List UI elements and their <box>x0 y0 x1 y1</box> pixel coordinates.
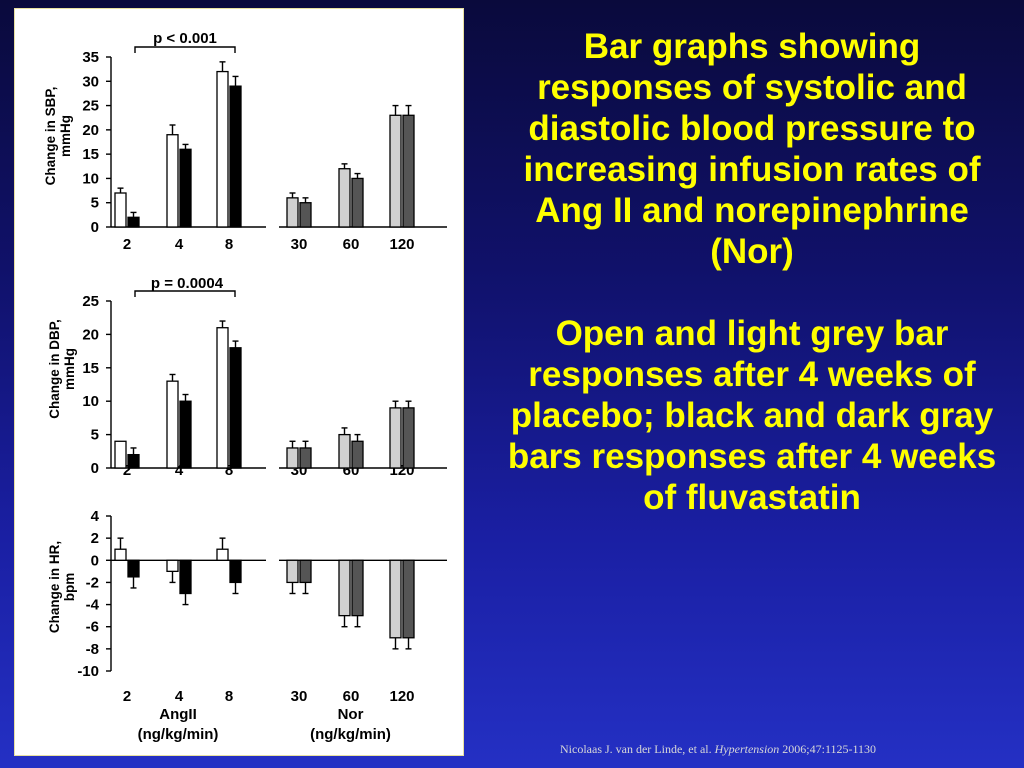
bar <box>338 168 351 228</box>
y-tick-label: 15 <box>82 360 99 377</box>
x-axis-subtitle: (ng/kg/min) <box>310 726 391 743</box>
y-tick-label: 5 <box>91 427 99 444</box>
y-tick-label: 4 <box>91 508 100 525</box>
bar <box>286 447 299 469</box>
y-tick-label: 35 <box>82 49 99 66</box>
x-axis-title: Nor <box>338 706 364 723</box>
citation: Nicolaas J. van der Linde, et al. Hypert… <box>560 742 1020 757</box>
x-tick-label: 2 <box>123 236 131 253</box>
bar <box>351 177 364 228</box>
x-tick-label: 30 <box>291 688 308 705</box>
caption-paragraph-1: Bar graphs showing responses of systolic… <box>523 27 981 271</box>
significance-label: p = 0.0004 <box>151 275 224 292</box>
bar <box>166 134 179 228</box>
bar <box>286 197 299 228</box>
x-tick-label: 60 <box>343 236 360 253</box>
bar <box>166 559 179 573</box>
x-axis-subtitle: (ng/kg/min) <box>138 726 219 743</box>
y-tick-label: 0 <box>91 219 99 236</box>
bar <box>114 192 127 228</box>
bar <box>402 559 415 639</box>
citation-authors: Nicolaas J. van der Linde, et al. <box>560 742 712 756</box>
x-tick-label: 4 <box>175 688 184 705</box>
bar <box>389 559 402 639</box>
bar <box>389 114 402 228</box>
x-tick-label: 120 <box>389 688 414 705</box>
x-axis-title: AngII <box>159 706 197 723</box>
bar <box>338 433 351 469</box>
bar <box>402 114 415 228</box>
x-tick-label: 60 <box>343 688 360 705</box>
caption-paragraph-2: Open and light grey bar responses after … <box>507 314 997 517</box>
significance-bracket <box>134 290 236 297</box>
bar <box>299 202 312 228</box>
bar <box>179 400 192 469</box>
y-tick-label: 30 <box>82 73 99 90</box>
caption: Bar graphs showing responses of systolic… <box>492 26 1012 518</box>
y-tick-label: 2 <box>91 530 99 547</box>
bar <box>127 216 140 228</box>
bar <box>351 440 364 469</box>
x-tick-label: 8 <box>225 236 233 253</box>
x-tick-label: 2 <box>123 688 131 705</box>
y-tick-label: -8 <box>86 641 99 658</box>
significance-label: p < 0.001 <box>153 30 217 47</box>
bar <box>299 447 312 469</box>
bar <box>389 407 402 469</box>
y-tick-label: 25 <box>82 293 99 310</box>
bar <box>114 440 127 469</box>
bar <box>286 559 299 584</box>
bar <box>229 85 242 228</box>
bar <box>229 347 242 469</box>
bar <box>402 407 415 469</box>
bar <box>166 380 179 469</box>
y-tick-label: 10 <box>82 170 99 187</box>
bar <box>127 559 140 578</box>
bar <box>216 327 229 469</box>
x-tick-label: 4 <box>175 462 184 479</box>
y-axis-title: Change in DBP,mmHg <box>47 319 77 419</box>
y-tick-label: 15 <box>82 146 99 163</box>
y-tick-label: 20 <box>82 326 99 343</box>
y-tick-label: -4 <box>86 597 100 614</box>
y-tick-label: -10 <box>77 663 99 680</box>
y-tick-label: 25 <box>82 98 99 115</box>
y-tick-label: 10 <box>82 393 99 410</box>
citation-ref: 2006;47:1125-1130 <box>782 742 877 756</box>
significance-bracket <box>134 46 236 53</box>
bar <box>299 559 312 584</box>
bar <box>114 548 127 561</box>
y-tick-label: 0 <box>91 552 99 569</box>
x-tick-label: 2 <box>123 462 131 479</box>
y-tick-label: 5 <box>91 195 99 212</box>
bar <box>216 70 229 228</box>
y-tick-label: 0 <box>91 460 99 477</box>
bar <box>127 453 140 469</box>
y-axis-title: Change in SBP,mmHg <box>43 87 73 186</box>
x-tick-label: 30 <box>291 236 308 253</box>
x-tick-label: 120 <box>389 236 414 253</box>
bar <box>229 559 242 584</box>
y-axis-title: Change in HR,bpm <box>47 541 77 633</box>
x-tick-label: 8 <box>225 688 233 705</box>
bar <box>216 548 229 561</box>
bar <box>338 559 351 617</box>
bar <box>351 559 364 617</box>
bar <box>179 559 192 595</box>
y-tick-label: -2 <box>86 574 99 591</box>
citation-journal: Hypertension <box>714 742 780 756</box>
y-tick-label: 20 <box>82 122 99 139</box>
figure-panel: 0 5 10 15 20 25 30 35 Change in SBP,mmHg 2 4 8 30 60 1… <box>14 8 464 756</box>
bar <box>179 148 192 228</box>
y-tick-label: -6 <box>86 619 99 636</box>
x-tick-label: 8 <box>225 462 233 479</box>
x-tick-label: 4 <box>175 236 184 253</box>
